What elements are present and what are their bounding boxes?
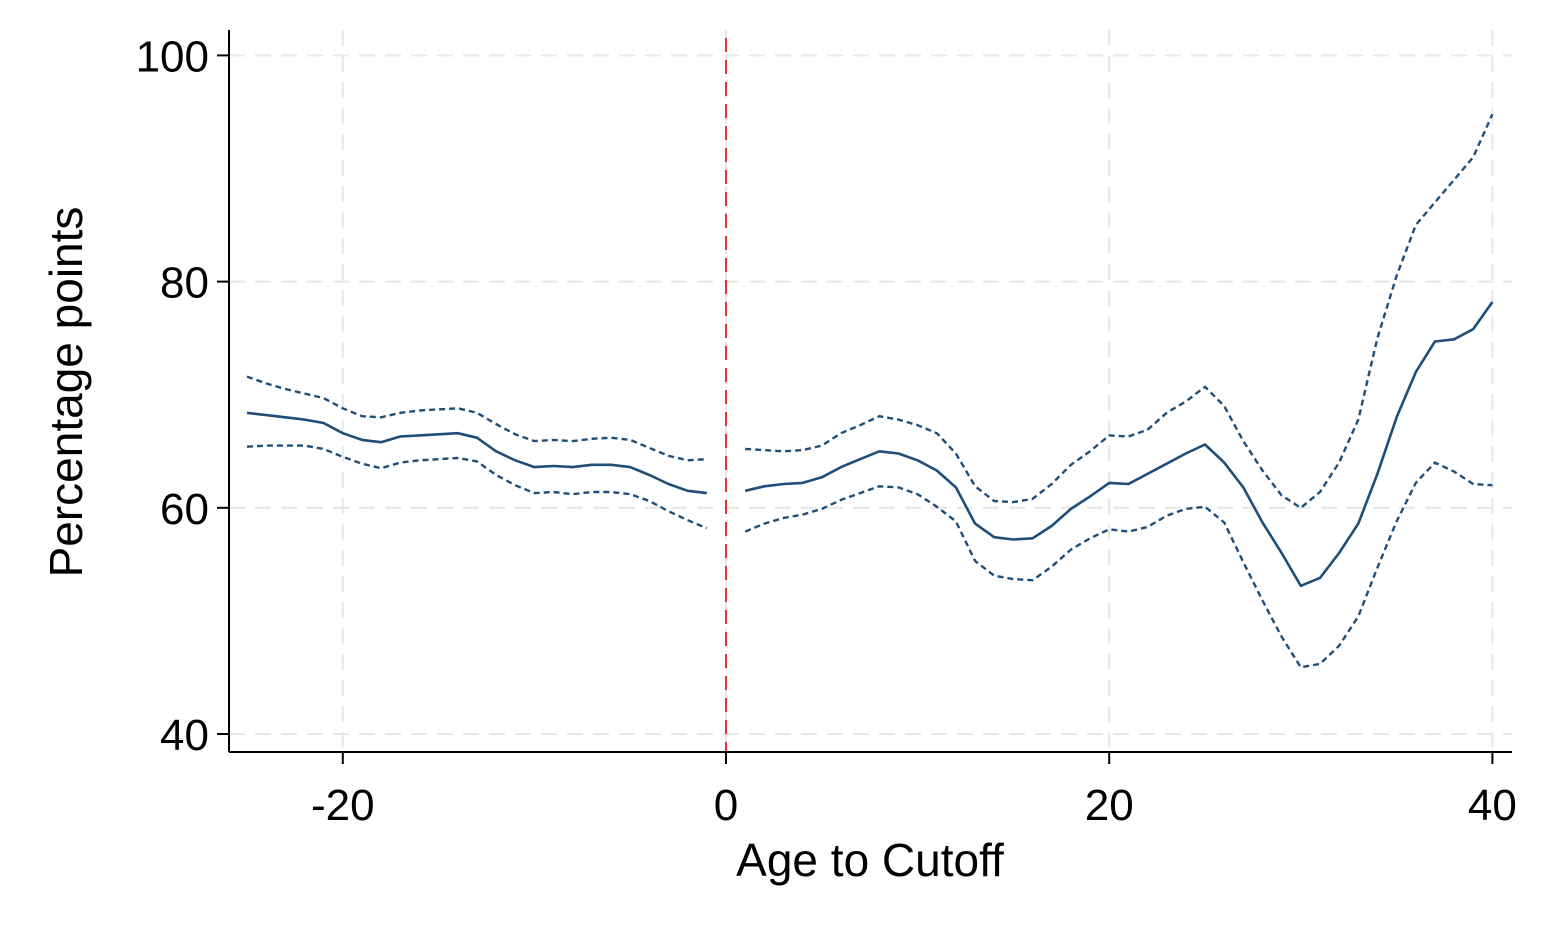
series-layer bbox=[246, 113, 1494, 669]
x-tick-label: 40 bbox=[1468, 781, 1517, 830]
axes: 40 60 80 100 -20 0 20 40 bbox=[136, 30, 1517, 830]
y-tick-label: 80 bbox=[160, 259, 209, 308]
y-axis-title: Percentage points bbox=[40, 207, 92, 578]
lower-series-line bbox=[246, 444, 708, 530]
x-tick-label: -20 bbox=[311, 781, 375, 830]
y-tick-label: 100 bbox=[136, 32, 209, 81]
x-axis-title: Age to Cutoff bbox=[736, 834, 1004, 886]
estimate-series-line bbox=[744, 301, 1494, 588]
grid-lines bbox=[229, 30, 1512, 752]
y-tick-label: 60 bbox=[160, 485, 209, 534]
lower-series-line bbox=[744, 461, 1493, 669]
y-tick-label: 40 bbox=[160, 711, 209, 760]
upper-series-line bbox=[745, 113, 1494, 509]
x-tick-label: 0 bbox=[714, 781, 738, 830]
estimate-series-line bbox=[246, 411, 707, 495]
x-tick-label: 20 bbox=[1085, 781, 1134, 830]
upper-series-line bbox=[246, 375, 707, 462]
